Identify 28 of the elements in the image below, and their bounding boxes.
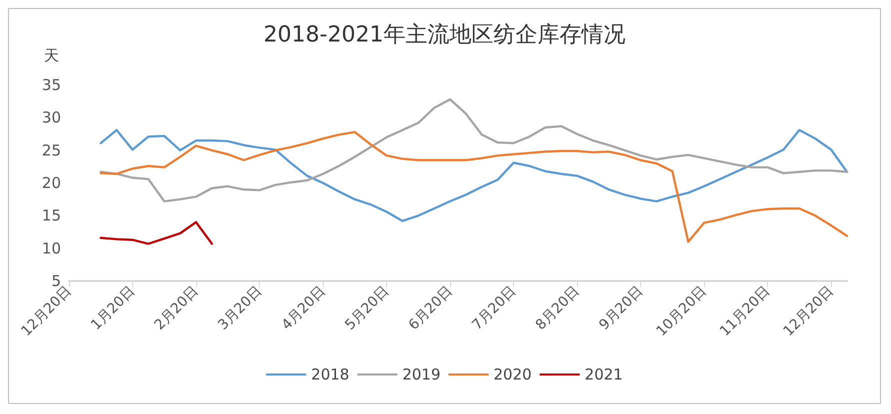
x-tick-label: 5月20日 [342, 283, 392, 334]
x-tick-label: 10月20日 [653, 283, 710, 340]
y-tick-label: 15 [42, 206, 61, 225]
x-tick-label: 9月20日 [596, 283, 646, 334]
x-tick-label: 2月20日 [152, 283, 202, 334]
x-tick-label: 11月20日 [716, 283, 774, 340]
y-tick-label: 25 [42, 141, 61, 160]
line-series [100, 128, 848, 222]
x-tick-label: 6月20日 [406, 283, 456, 334]
x-tick-label: 4月20日 [278, 283, 329, 334]
legend-label: 2018 [311, 366, 350, 384]
x-tick-label: 7月20日 [469, 283, 520, 334]
y-tick-label: 10 [42, 239, 61, 258]
line-series [100, 130, 848, 243]
y-axis-title: 天 [44, 46, 59, 64]
y-tick-label: 35 [42, 76, 61, 94]
chart-title: 2018-2021年主流地区纺企库存情况 [264, 22, 626, 48]
y-tick-label: 30 [42, 108, 61, 127]
x-tick-label: 1月20日 [88, 283, 138, 334]
line-series [100, 221, 213, 245]
x-tick-label: 8月20日 [532, 283, 583, 334]
x-tick-label: 12月20日 [780, 283, 837, 340]
x-tick-label: 3月20日 [215, 283, 266, 334]
legend-label: 2020 [494, 366, 532, 384]
line-series [100, 98, 848, 202]
legend-label: 2019 [402, 366, 441, 384]
legend-label: 2021 [584, 366, 623, 384]
y-tick-label: 20 [42, 174, 61, 192]
